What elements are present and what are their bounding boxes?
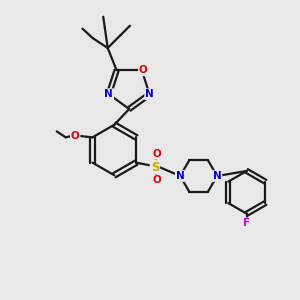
Text: S: S	[151, 160, 159, 174]
Text: O: O	[139, 65, 148, 75]
Text: N: N	[176, 171, 184, 181]
Text: F: F	[243, 218, 250, 228]
Text: O: O	[153, 176, 161, 185]
Text: N: N	[213, 171, 221, 181]
Text: N: N	[145, 89, 154, 99]
Text: O: O	[71, 131, 80, 141]
Text: O: O	[153, 149, 161, 159]
Text: N: N	[104, 89, 113, 99]
